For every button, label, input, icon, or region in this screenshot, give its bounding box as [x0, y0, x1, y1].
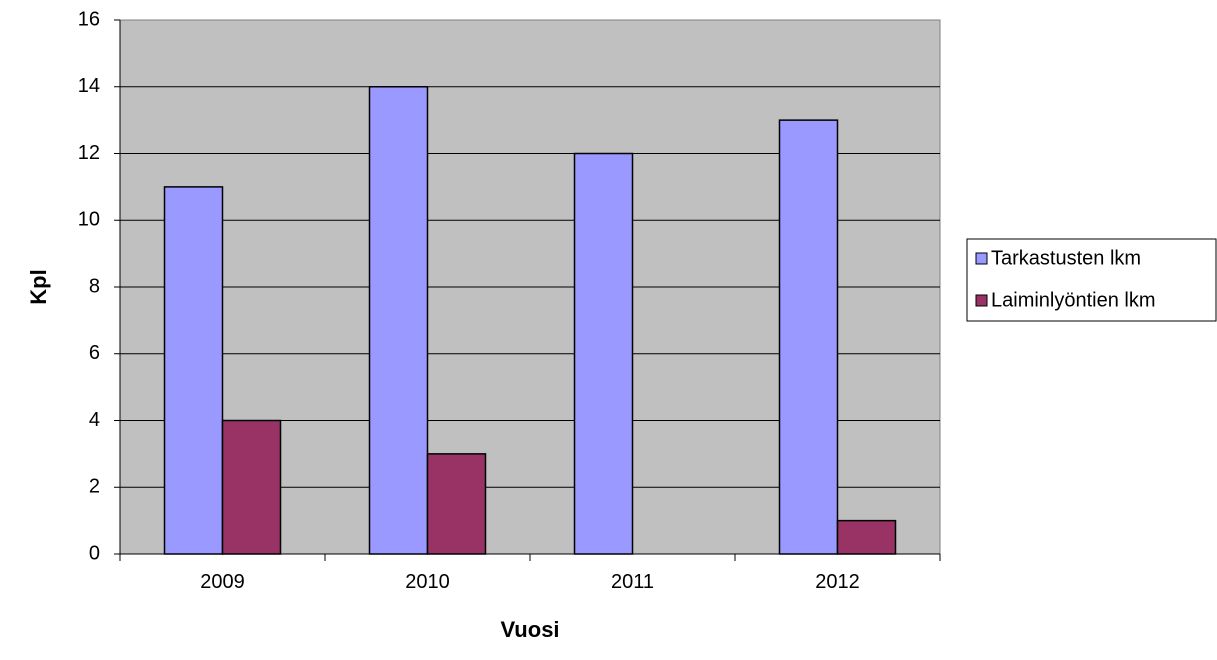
x-axis-label: Vuosi [500, 617, 559, 642]
y-tick-label-16: 16 [78, 8, 100, 30]
y-tick-label-6: 6 [89, 342, 100, 364]
x-tick-label-2011: 2011 [611, 571, 654, 593]
y-tick-label-10: 10 [78, 209, 100, 231]
bar-tarkastusten-2010 [368, 86, 429, 555]
x-tick-labels: 2009 2010 2011 2012 [200, 571, 860, 593]
y-axis-label: Kpl [26, 269, 51, 304]
y-tick-label-4: 4 [89, 409, 100, 431]
x-tick-label-2012: 2012 [815, 571, 860, 593]
x-tick-label-2009: 2009 [200, 571, 245, 593]
legend: Tarkastusten lkm Laiminlyöntien lkm [966, 238, 1217, 322]
y-tick-label-0: 0 [89, 542, 100, 564]
y-tick-label-14: 14 [78, 75, 100, 97]
x-tick-label-2010: 2010 [405, 571, 450, 593]
y-tick-label-2: 2 [89, 476, 100, 498]
y-tick-label-8: 8 [89, 275, 100, 297]
bar-tarkastusten-2009 [163, 186, 224, 555]
axes [114, 19, 941, 561]
bar-laiminlyontien-2012 [836, 519, 897, 555]
bar-laiminlyontien-2010 [426, 453, 487, 555]
legend-label-tarkastusten: Tarkastusten lkm [991, 247, 1141, 269]
bar-tarkastusten-2011 [573, 152, 634, 555]
legend-label-laiminlyontien: Laiminlyöntien lkm [991, 289, 1156, 311]
legend-swatch-tarkastusten [975, 252, 988, 265]
y-tick-label-12: 12 [78, 142, 100, 164]
bars [163, 86, 897, 555]
legend-box [966, 238, 1217, 322]
y-tick-labels: 0 2 4 6 8 10 12 14 16 [78, 8, 100, 564]
bar-tarkastusten-2012 [778, 119, 839, 555]
bar-laiminlyontien-2009 [221, 419, 282, 555]
legend-swatch-laiminlyontien [975, 294, 988, 307]
